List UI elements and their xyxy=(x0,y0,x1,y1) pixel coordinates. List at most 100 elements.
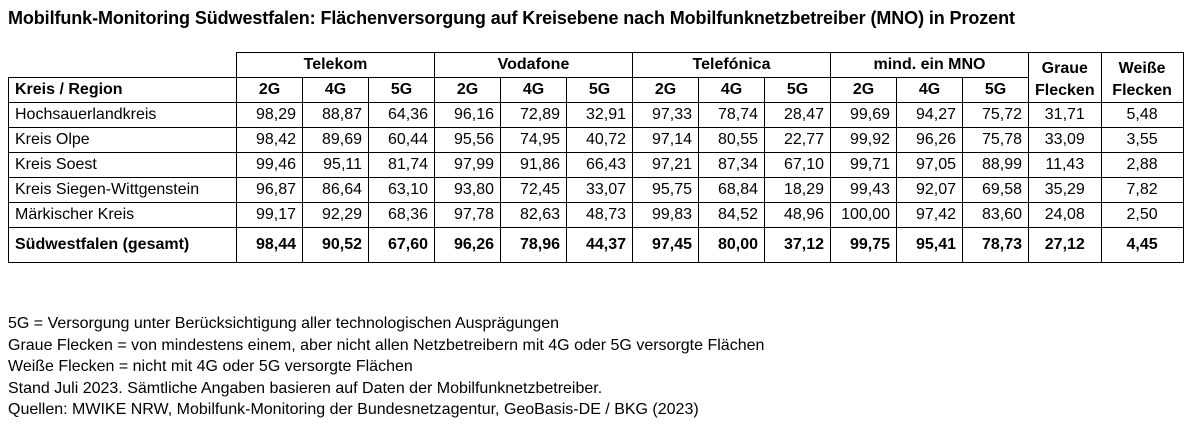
value-cell-telekom-4g: 92,29 xyxy=(302,202,369,228)
group-header-vodafone: Vodafone xyxy=(434,52,633,78)
total-row: Südwestfalen (gesamt) 98,44 90,52 67,60 96,2… xyxy=(8,227,1184,263)
value-cell-min-one-5g: 75,72 xyxy=(962,102,1029,128)
value-cell-min-one-2g: 99,75 xyxy=(830,227,897,263)
value-cell-min-one-4g: 97,05 xyxy=(896,152,963,178)
group-header-telekom: Telekom xyxy=(236,52,435,78)
value-cell-min-one-4g: 96,26 xyxy=(896,127,963,153)
value-cell-min-one-5g: 75,78 xyxy=(962,127,1029,153)
value-cell-vodafone-4g: 72,89 xyxy=(500,102,567,128)
sub-header-telefonica-4g: 4G xyxy=(698,77,765,103)
value-cell-graue-flecken: 24,08 xyxy=(1028,202,1102,228)
value-cell-weisse-flecken: 2,50 xyxy=(1100,202,1184,228)
graue-flecken-header-line2: Flecken xyxy=(1035,82,1095,99)
value-cell-telefonica-4g: 78,74 xyxy=(698,102,765,128)
value-cell-telefonica-2g: 99,83 xyxy=(632,202,699,228)
value-cell-telefonica-4g: 80,55 xyxy=(698,127,765,153)
region-name-cell: Hochsauerlandkreis xyxy=(8,102,237,128)
value-cell-telekom-2g: 98,42 xyxy=(236,127,303,153)
weisse-flecken-header-line2: Flecken xyxy=(1112,82,1172,99)
region-header: Kreis / Region xyxy=(8,77,237,103)
value-cell-min-one-2g: 100,00 xyxy=(830,202,897,228)
value-cell-vodafone-5g: 40,72 xyxy=(566,127,633,153)
value-cell-graue-flecken: 31,71 xyxy=(1028,102,1102,128)
value-cell-telefonica-2g: 95,75 xyxy=(632,177,699,203)
corner-cell xyxy=(8,52,237,78)
sub-header-vodafone-5g: 5G xyxy=(566,77,633,103)
value-cell-min-one-4g: 92,07 xyxy=(896,177,963,203)
table-row: Kreis Soest 99,46 95,11 81,74 97,99 91,86 66,4… xyxy=(8,152,1184,178)
value-cell-telekom-4g: 89,69 xyxy=(302,127,369,153)
footnote-quellen: Quellen: MWIKE NRW, Mobilfunk-Monitoring… xyxy=(8,401,699,418)
value-cell-vodafone-2g: 97,78 xyxy=(434,202,501,228)
sub-header-telekom-2g: 2G xyxy=(236,77,303,103)
value-cell-telekom-5g: 63,10 xyxy=(368,177,435,203)
value-cell-graue-flecken: 33,09 xyxy=(1028,127,1102,153)
value-cell-vodafone-4g: 72,45 xyxy=(500,177,567,203)
footnote-5g: 5G = Versorgung unter Berücksichtigung a… xyxy=(8,315,560,332)
value-cell-telefonica-5g: 28,47 xyxy=(764,102,831,128)
value-cell-vodafone-4g: 78,96 xyxy=(500,227,567,263)
value-cell-vodafone-5g: 66,43 xyxy=(566,152,633,178)
value-cell-weisse-flecken: 4,45 xyxy=(1100,227,1184,263)
group-header-row: Telekom Vodafone Telefónica mind. ein MN… xyxy=(8,52,1184,103)
sub-header-telefonica-2g: 2G xyxy=(632,77,699,103)
value-cell-telekom-5g: 68,36 xyxy=(368,202,435,228)
region-name-cell: Kreis Olpe xyxy=(8,127,237,153)
sub-header-min-one-2g: 2G xyxy=(830,77,897,103)
value-cell-weisse-flecken: 5,48 xyxy=(1100,102,1184,128)
value-cell-telekom-5g: 60,44 xyxy=(368,127,435,153)
sub-header-min-one-5g: 5G xyxy=(962,77,1029,103)
value-cell-min-one-4g: 95,41 xyxy=(896,227,963,263)
value-cell-graue-flecken: 11,43 xyxy=(1028,152,1102,178)
sub-header-vodafone-2g: 2G xyxy=(434,77,501,103)
value-cell-telekom-4g: 90,52 xyxy=(302,227,369,263)
value-cell-telekom-2g: 98,29 xyxy=(236,102,303,128)
page-title: Mobilfunk-Monitoring Südwestfalen: Fläch… xyxy=(8,8,1015,28)
value-cell-telefonica-4g: 80,00 xyxy=(698,227,765,263)
value-cell-vodafone-2g: 97,99 xyxy=(434,152,501,178)
value-cell-graue-flecken: 27,12 xyxy=(1028,227,1102,263)
graue-flecken-header-line1: Graue xyxy=(1041,60,1088,77)
value-cell-telefonica-5g: 67,10 xyxy=(764,152,831,178)
value-cell-telefonica-5g: 18,29 xyxy=(764,177,831,203)
region-name-cell: Kreis Soest xyxy=(8,152,237,178)
value-cell-vodafone-4g: 91,86 xyxy=(500,152,567,178)
value-cell-min-one-2g: 99,71 xyxy=(830,152,897,178)
value-cell-telefonica-5g: 22,77 xyxy=(764,127,831,153)
region-name-cell: Südwestfalen (gesamt) xyxy=(8,227,237,263)
value-cell-telekom-2g: 98,44 xyxy=(236,227,303,263)
value-cell-vodafone-2g: 96,16 xyxy=(434,102,501,128)
value-cell-telefonica-4g: 84,52 xyxy=(698,202,765,228)
value-cell-telekom-4g: 88,87 xyxy=(302,102,369,128)
value-cell-telekom-4g: 86,64 xyxy=(302,177,369,203)
sub-header-telefonica-5g: 5G xyxy=(764,77,831,103)
value-cell-vodafone-5g: 48,73 xyxy=(566,202,633,228)
value-cell-min-one-2g: 99,92 xyxy=(830,127,897,153)
value-cell-weisse-flecken: 2,88 xyxy=(1100,152,1184,178)
value-cell-telefonica-2g: 97,33 xyxy=(632,102,699,128)
value-cell-min-one-5g: 83,60 xyxy=(962,202,1029,228)
group-header-min-one-mno: mind. ein MNO xyxy=(830,52,1029,78)
value-cell-telefonica-5g: 37,12 xyxy=(764,227,831,263)
weisse-flecken-header-line1: Weiße xyxy=(1118,60,1166,77)
value-cell-min-one-5g: 78,73 xyxy=(962,227,1029,263)
value-cell-telekom-4g: 95,11 xyxy=(302,152,369,178)
table-row: Märkischer Kreis 99,17 92,29 68,36 97,78 82,6… xyxy=(8,202,1184,228)
sub-header-vodafone-4g: 4G xyxy=(500,77,567,103)
table-row: Kreis Siegen-Wittgenstein 96,87 86,64 63,10… xyxy=(8,177,1184,203)
value-cell-telekom-2g: 99,17 xyxy=(236,202,303,228)
sub-header-telekom-5g: 5G xyxy=(368,77,435,103)
sub-header-min-one-4g: 4G xyxy=(896,77,963,103)
footnote-stand: Stand Juli 2023. Sämtliche Angaben basie… xyxy=(8,379,603,397)
value-cell-telefonica-4g: 68,84 xyxy=(698,177,765,203)
value-cell-vodafone-5g: 44,37 xyxy=(566,227,633,263)
table-row: Kreis Olpe 98,42 89,69 60,44 95,56 74,95 40,72… xyxy=(8,127,1184,153)
value-cell-telefonica-2g: 97,14 xyxy=(632,127,699,153)
value-cell-min-one-2g: 99,43 xyxy=(830,177,897,203)
value-cell-graue-flecken: 35,29 xyxy=(1028,177,1102,203)
value-cell-vodafone-5g: 33,07 xyxy=(566,177,633,203)
value-cell-min-one-5g: 69,58 xyxy=(962,177,1029,203)
region-name-cell: Märkischer Kreis xyxy=(8,202,237,228)
footnote-weisse-flecken: Weiße Flecken = nicht mit 4G oder 5G ver… xyxy=(8,358,413,375)
value-cell-vodafone-4g: 82,63 xyxy=(500,202,567,228)
